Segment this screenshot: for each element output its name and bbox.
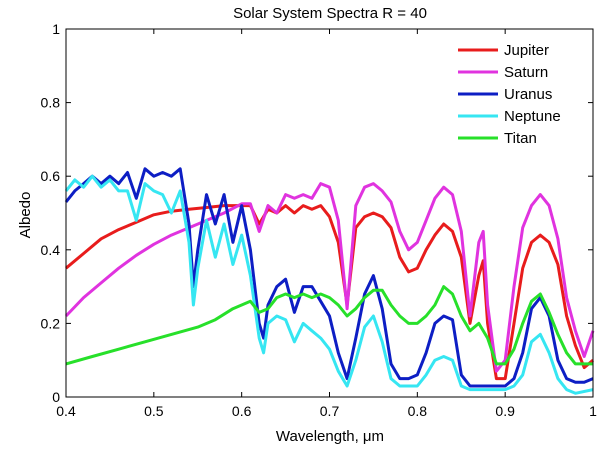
x-tick-label: 0.4 (56, 403, 76, 419)
series-line-titan (65, 285, 593, 366)
legend-label-jupiter: Jupiter (504, 42, 549, 59)
x-tick-label: 1 (589, 403, 597, 419)
x-tick-label: 0.6 (232, 403, 252, 419)
x-tick-label: 0.7 (320, 403, 340, 419)
y-tick-label: 0.8 (41, 95, 61, 111)
y-tick-label: 0.6 (41, 168, 61, 184)
legend-label-titan: Titan (504, 130, 537, 147)
series-line-saturn (64, 182, 595, 373)
legend: Jupiter Saturn Uranus Neptune Titan (458, 42, 561, 147)
y-tick-label: 0 (52, 389, 60, 405)
x-axis-title: Wavelength, μm (276, 428, 384, 445)
chart-title: Solar System Spectra R = 40 (233, 5, 427, 22)
series-line-neptune (64, 174, 594, 395)
series-line-jupiter (65, 204, 594, 381)
legend-label-neptune: Neptune (504, 108, 561, 125)
legend-label-saturn: Saturn (504, 64, 548, 81)
y-tick-label: 0.2 (41, 315, 61, 331)
y-tick-label: 0.4 (41, 242, 61, 258)
x-tick-label: 0.5 (144, 403, 164, 419)
x-tick-label: 0.8 (408, 403, 428, 419)
axis-ticks: 0.4 0.5 0.6 0.7 0.8 0.9 1 0 0.2 0.4 0.6 0.8 1 (41, 21, 598, 419)
x-tick-label: 0.9 (495, 403, 515, 419)
y-axis-title: Albedo (17, 192, 34, 239)
series-lines (64, 167, 595, 395)
series-line-uranus (64, 167, 594, 388)
legend-label-uranus: Uranus (504, 86, 552, 103)
y-tick-label: 1 (52, 21, 60, 37)
